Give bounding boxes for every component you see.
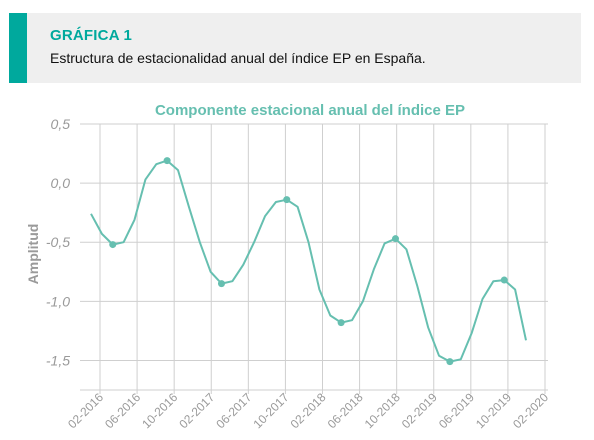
x-tick-label: 06-2017 [213, 390, 254, 431]
x-tick-label: 06-2019 [436, 390, 477, 431]
y-tick-label: -1,0 [46, 293, 70, 309]
data-point [163, 157, 171, 165]
data-point [109, 241, 117, 249]
data-point [392, 235, 399, 243]
x-tick-label: 10-2019 [473, 390, 514, 431]
y-tick-label: -0,5 [46, 234, 70, 250]
x-tick-label: 02-2018 [288, 390, 329, 431]
x-tick-label: 06-2018 [325, 390, 366, 431]
series [90, 157, 527, 366]
x-tick-label: 02-2019 [399, 390, 440, 431]
x-tick-label: 02-2017 [176, 390, 217, 431]
figure-subtitle: Estructura de estacionalidad anual del í… [50, 50, 426, 66]
series-line [90, 159, 527, 363]
y-tick-label: -1,5 [46, 352, 70, 368]
data-point [446, 358, 454, 366]
x-tick-label: 02-2016 [65, 390, 106, 431]
data-point [337, 319, 345, 327]
x-tick-label: 10-2017 [250, 390, 291, 431]
x-tick-label: 10-2018 [362, 390, 403, 431]
header-accent-bar [9, 13, 27, 83]
x-tick-labels: 02-201606-201610-201602-201706-201710-20… [65, 390, 551, 431]
x-tick-label: 06-2016 [102, 390, 143, 431]
figure-label: GRÁFICA 1 [50, 27, 133, 44]
data-point [500, 276, 508, 284]
y-tick-labels: 0,5 0,0 -0,5 -1,0 -1,5 [46, 116, 70, 368]
chart-title: Componente estacional anual del índice E… [155, 102, 465, 119]
data-point [218, 280, 225, 288]
x-tick-label: 10-2016 [139, 390, 180, 431]
y-axis-label: Amplitud [25, 224, 41, 285]
y-tick-label: 0,0 [51, 175, 71, 191]
x-tick-label: 02-2020 [510, 390, 551, 431]
grid [80, 123, 548, 394]
data-point [283, 196, 291, 204]
y-tick-label: 0,5 [51, 116, 71, 132]
chart-header: GRÁFICA 1 Estructura de estacionalidad a… [9, 13, 581, 83]
